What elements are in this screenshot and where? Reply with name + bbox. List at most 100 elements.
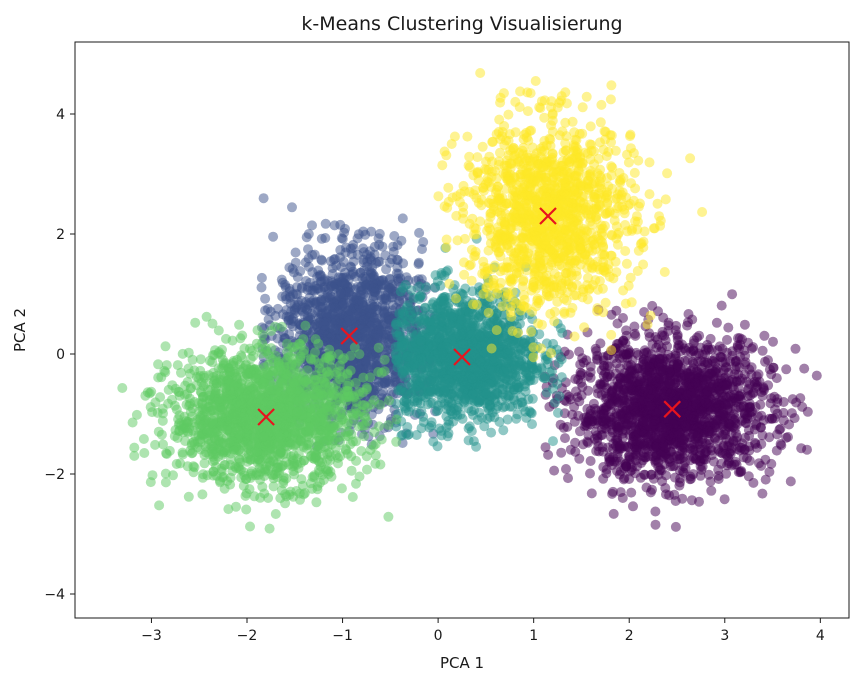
data-point: [413, 259, 424, 270]
data-point: [768, 362, 779, 373]
data-point: [284, 283, 295, 294]
data-point: [624, 452, 635, 463]
data-point: [664, 378, 675, 389]
data-point: [265, 306, 276, 317]
data-point: [444, 378, 455, 389]
data-point: [277, 291, 288, 302]
data-point: [260, 293, 271, 304]
data-point: [468, 410, 479, 420]
data-point: [403, 399, 414, 410]
data-point: [768, 336, 778, 347]
data-point: [691, 399, 701, 410]
data-point: [428, 436, 439, 447]
data-point: [781, 364, 792, 375]
data-point: [719, 494, 730, 505]
data-point: [679, 448, 690, 459]
data-point: [300, 320, 311, 331]
data-point: [548, 338, 559, 349]
data-point: [638, 416, 649, 427]
data-point: [686, 473, 696, 484]
data-point: [727, 289, 738, 300]
data-point: [629, 328, 640, 339]
data-point: [599, 361, 610, 372]
data-point: [348, 256, 359, 267]
data-point: [570, 446, 581, 457]
data-point: [547, 373, 558, 384]
data-point: [687, 314, 698, 325]
data-point: [570, 437, 581, 448]
data-point: [611, 305, 622, 316]
data-point: [435, 304, 446, 315]
data-point: [563, 473, 573, 484]
data-point: [725, 420, 736, 431]
data-point: [471, 441, 482, 452]
data-point: [764, 466, 775, 477]
data-point: [420, 303, 431, 314]
data-point: [729, 384, 739, 395]
data-point: [701, 398, 711, 409]
data-point: [549, 465, 560, 476]
data-point: [410, 384, 421, 395]
data-point: [629, 321, 640, 332]
data-point: [612, 427, 623, 438]
data-point: [396, 317, 407, 328]
data-point: [407, 342, 418, 353]
data-point: [669, 489, 680, 500]
data-point: [585, 468, 595, 479]
data-point: [636, 374, 646, 384]
data-point: [377, 279, 388, 290]
data-point: [456, 314, 467, 325]
data-point: [684, 372, 695, 383]
data-point: [609, 412, 620, 423]
data-point: [433, 405, 443, 416]
data-point: [364, 265, 375, 276]
data-point: [658, 437, 669, 448]
data-point: [611, 358, 622, 369]
data-point: [706, 485, 717, 496]
data-point: [435, 332, 446, 343]
data-point: [650, 519, 661, 530]
data-point: [757, 345, 768, 356]
data-point: [644, 328, 655, 339]
data-point: [392, 240, 403, 251]
data-point: [358, 243, 368, 254]
data-point: [720, 380, 731, 391]
data-point: [583, 430, 594, 441]
data-point: [763, 355, 773, 366]
data-point: [365, 253, 375, 264]
data-point: [585, 372, 596, 383]
data-point: [290, 247, 301, 258]
data-point: [417, 244, 427, 255]
data-point: [381, 264, 392, 275]
data-point: [177, 348, 188, 359]
data-point: [575, 367, 586, 378]
data-point: [739, 345, 750, 356]
data-point: [357, 297, 368, 307]
data-point: [527, 393, 538, 404]
data-point: [583, 385, 594, 396]
data-point: [733, 467, 744, 478]
data-point: [495, 339, 506, 350]
data-point: [646, 384, 657, 395]
data-point: [258, 193, 269, 204]
data-point: [647, 484, 657, 495]
data-point: [301, 232, 312, 243]
data-point: [617, 493, 628, 503]
data-point: [335, 245, 346, 255]
data-point: [799, 363, 810, 374]
data-point: [481, 388, 492, 399]
data-point: [391, 436, 402, 447]
data-point: [437, 348, 448, 358]
data-point: [624, 369, 635, 380]
data-point: [601, 423, 612, 434]
data-point: [771, 373, 782, 384]
data-point: [701, 375, 712, 386]
data-point: [398, 258, 409, 269]
data-point: [590, 343, 601, 354]
data-point: [241, 504, 252, 515]
data-point: [592, 383, 603, 394]
data-point: [441, 422, 452, 433]
data-point: [601, 468, 612, 479]
data-point: [657, 366, 668, 377]
data-point: [694, 447, 705, 458]
